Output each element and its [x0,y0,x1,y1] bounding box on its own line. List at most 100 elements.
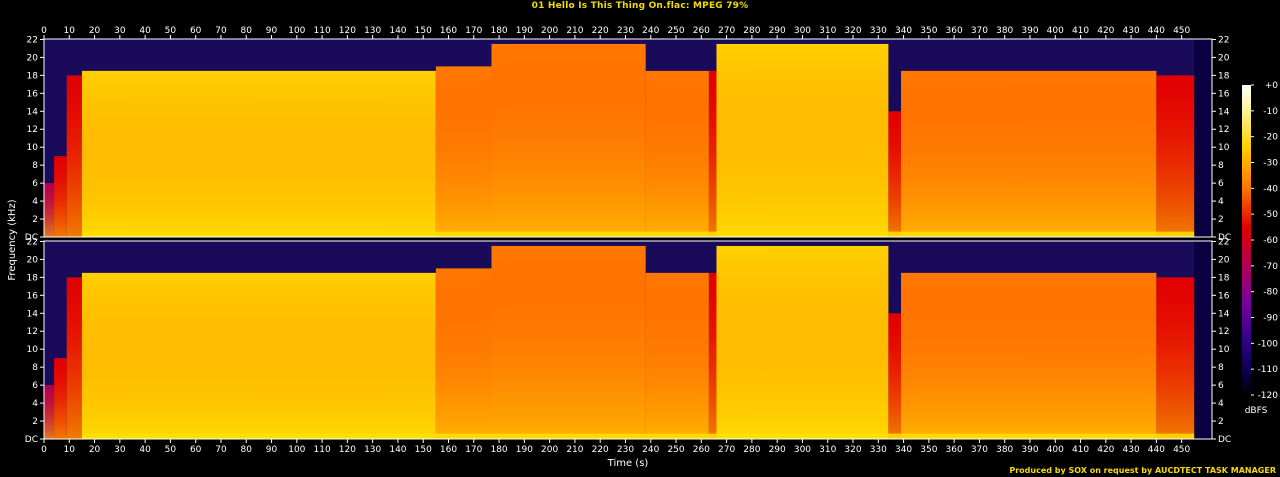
x-tick-label: 240 [642,445,659,455]
spectrum-segment-low-boost [44,183,55,237]
colorbar-tick-label: -90 [1263,314,1278,324]
credit-text: Produced by SOX on request by AUCDTECT T… [1009,466,1276,475]
y-tick-label: 16 [1218,89,1230,99]
spectrum-segment-low-boost [435,66,492,237]
y-tick-label: 12 [27,327,38,337]
y-tick-label: 10 [27,345,39,355]
x-tick-label: 300 [794,445,811,455]
x-tick-label: 310 [819,26,836,36]
x-tick-label: 310 [819,445,836,455]
trailing-silence [1194,39,1212,237]
x-tick-label: 330 [870,26,887,36]
x-tick-label: 110 [314,445,331,455]
colorbar-tick-label: -70 [1263,262,1278,272]
spectrum-segment-low-boost [716,43,889,237]
x-tick-label: 170 [465,445,482,455]
y-tick-label: 18 [1218,71,1230,81]
spectrum-segment-low-boost [44,385,55,439]
y-tick-label: 4 [1218,399,1224,409]
y-tick-label: 10 [27,143,39,153]
x-tick-label: 390 [1021,445,1038,455]
y-tick-label: DC [25,233,38,243]
colorbar-tick-label: -120 [1258,391,1279,401]
x-tick-label: 200 [541,445,558,455]
colorbar-tick-label: -20 [1263,133,1278,143]
x-tick-label: 130 [364,26,381,36]
colorbar-tick-label: -30 [1263,159,1278,169]
x-tick-label: 140 [389,445,406,455]
x-tick-label: 230 [617,26,634,36]
x-tick-label: 410 [1072,26,1089,36]
y-tick-label: 16 [1218,291,1230,301]
x-tick-label: 380 [996,445,1013,455]
y-axis-label: Frequency (kHz) [7,199,18,280]
x-tick-label: 170 [465,26,482,36]
colorbar-tick-label: -60 [1263,236,1278,246]
y-tick-label: 22 [27,237,38,247]
y-tick-label: 4 [1218,197,1224,207]
x-tick-label: 180 [490,26,507,36]
x-tick-label: 400 [1047,445,1064,455]
y-tick-label: 20 [27,255,39,265]
x-tick-label: 80 [241,445,253,455]
spectrum-segment-low-boost [66,277,82,439]
x-tick-label: 190 [516,445,533,455]
colorbar-tick-label: -110 [1258,365,1279,375]
spectrum-segment-low-boost [901,70,1157,237]
y-tick-label: 18 [1218,273,1230,283]
y-tick-label: 2 [32,215,38,225]
x-tick-label: 450 [1173,26,1190,36]
spectrum-segment-low-boost [66,75,82,238]
x-tick-label: 350 [920,445,937,455]
x-tick-label: 340 [895,445,912,455]
x-tick-label: 350 [920,26,937,36]
x-tick-label: 90 [266,445,278,455]
y-tick-label: 14 [1218,107,1230,117]
colorbar-tick-label: -100 [1258,339,1279,349]
x-tick-label: 50 [165,445,177,455]
y-tick-label: 2 [1218,215,1224,225]
x-tick-label: 160 [440,445,457,455]
x-tick-label: 10 [64,445,76,455]
x-tick-label: 240 [642,26,659,36]
y-tick-label: 6 [32,381,38,391]
x-tick-label: 410 [1072,445,1089,455]
x-tick-label: 360 [946,26,963,36]
x-axis-label: Time (s) [607,458,649,469]
y-tick-label: 8 [1218,161,1224,171]
spectrum-segment-low-boost [901,272,1157,439]
x-tick-label: 50 [165,26,177,36]
y-tick-label: 18 [27,273,39,283]
colorbar-tick-label: -40 [1263,184,1278,194]
x-tick-label: 440 [1148,445,1165,455]
spectrum-segment-low-boost [1156,75,1195,238]
y-tick-label: 4 [32,399,38,409]
spectrum-segment-low-boost [491,245,646,439]
y-tick-label: 12 [1218,327,1229,337]
y-tick-label: 2 [1218,417,1224,427]
x-tick-label: 370 [971,445,988,455]
spectrum-segment-low-boost [81,70,436,237]
x-tick-label: 220 [592,26,609,36]
x-tick-label: 40 [139,445,151,455]
x-tick-label: 320 [844,445,861,455]
x-tick-label: 100 [288,26,305,36]
y-tick-label: 12 [1218,125,1229,135]
spectrum-segment-low-boost [54,358,67,439]
x-tick-label: 120 [339,26,356,36]
x-tick-label: 190 [516,26,533,36]
x-tick-label: 260 [693,26,710,36]
x-tick-label: 30 [114,26,126,36]
x-tick-label: 80 [241,26,253,36]
colorbar-scale [1242,85,1251,395]
y-tick-label: 22 [1218,237,1229,247]
y-tick-label: 4 [32,197,38,207]
x-tick-label: 320 [844,26,861,36]
y-tick-label: 2 [32,417,38,427]
x-tick-label: 210 [566,26,583,36]
x-tick-label: 20 [89,445,101,455]
x-tick-label: 60 [190,26,202,36]
x-tick-label: 200 [541,26,558,36]
y-tick-label: 18 [27,71,39,81]
